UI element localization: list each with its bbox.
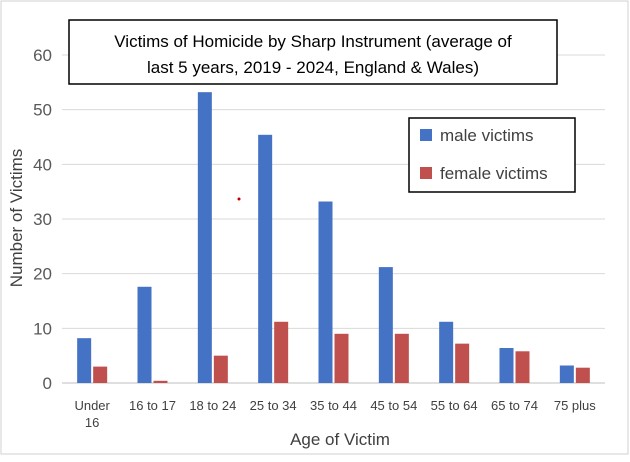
legend-swatch-female: [420, 167, 432, 179]
x-axis-title: Age of Victim: [290, 430, 390, 449]
y-axis-title: Number of Victims: [7, 149, 26, 288]
chart-title-line-2: last 5 years, 2019 - 2024, England & Wal…: [147, 58, 479, 77]
x-tick-label: 55 to 64: [431, 398, 478, 413]
x-tick-label: 45 to 54: [370, 398, 417, 413]
bar-female: [274, 321, 289, 383]
bar-male: [197, 92, 212, 383]
bar-female: [575, 367, 590, 383]
x-tick-label: 75 plus: [554, 398, 596, 413]
bar-male: [318, 201, 333, 383]
bar-male: [258, 134, 273, 383]
bar-female: [334, 333, 349, 383]
bar-female: [455, 343, 470, 383]
legend: male victims female victims: [408, 117, 576, 193]
y-tick-label: 60: [33, 46, 52, 65]
x-tick-label: 65 to 74: [491, 398, 538, 413]
bar-male: [137, 286, 152, 383]
y-tick-label: 30: [33, 210, 52, 229]
bar-male: [499, 348, 514, 383]
bar-female: [394, 333, 409, 383]
x-tick-label: 16 to 17: [129, 398, 176, 413]
bar-female: [153, 380, 168, 383]
bar-male: [439, 321, 454, 383]
chart-title-box: Victims of Homicide by Sharp Instrument …: [68, 19, 558, 85]
bar-male: [77, 338, 92, 383]
x-tick-label: 35 to 44: [310, 398, 357, 413]
y-tick-label: 0: [43, 374, 52, 393]
y-tick-label: 20: [33, 265, 52, 284]
x-tick-labels: Under 16 16 to 17 18 to 24 25 to 34 35 to 44 4…: [74, 398, 596, 430]
legend-label-male: male victims: [440, 126, 534, 145]
bar-female: [213, 355, 228, 383]
bar-male: [378, 267, 393, 383]
legend-swatch-male: [420, 129, 432, 141]
x-tick-label: 18 to 24: [189, 398, 236, 413]
y-tick-labels: 0 10 20 30 40 50 60: [33, 46, 52, 393]
bar-male: [559, 365, 574, 383]
y-tick-label: 50: [33, 101, 52, 120]
legend-label-female: female victims: [440, 164, 548, 183]
bar-female: [93, 366, 108, 383]
x-tick-label: Under 16: [74, 398, 110, 430]
chart-title-line-1: Victims of Homicide by Sharp Instrument …: [114, 32, 512, 51]
y-tick-label: 40: [33, 155, 52, 174]
x-tick-label: 25 to 34: [250, 398, 297, 413]
bars: [77, 92, 590, 383]
bar-female: [515, 351, 530, 383]
stray-dot: [237, 197, 241, 201]
y-tick-label: 10: [33, 319, 52, 338]
